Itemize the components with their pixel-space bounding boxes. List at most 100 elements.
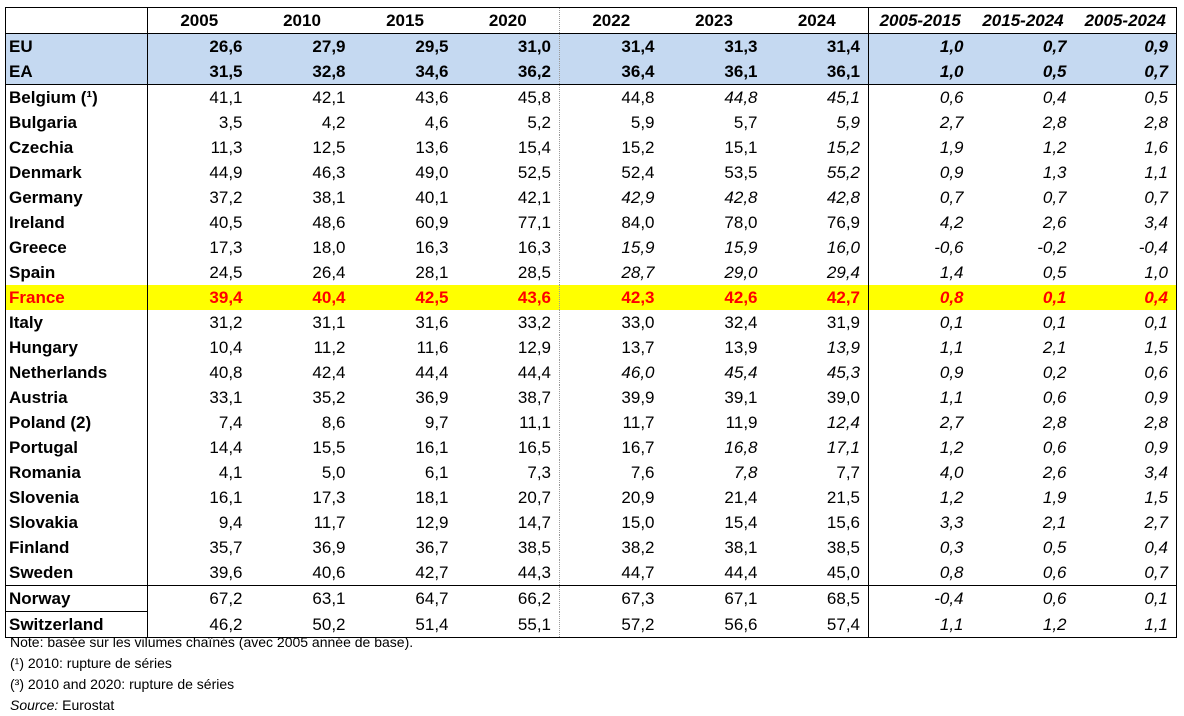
source-line: Source: Eurostat: [10, 695, 413, 716]
growth-value-cell: 0,7: [1074, 185, 1177, 210]
year-value-cell: 16,8: [724, 438, 758, 457]
year-value-cell: 26,4: [312, 263, 346, 282]
year-value-cell: 16,1: [209, 488, 243, 507]
year-value-cell: 16,5: [517, 438, 551, 457]
year-value-cell: 38,2: [559, 535, 663, 560]
year-value-cell: 12,4: [826, 413, 860, 432]
country-cell: Greece: [5, 235, 148, 260]
growth-value-cell: 0,1: [1074, 310, 1177, 335]
growth-value-cell: 2,1: [1042, 338, 1067, 357]
growth-value-cell: 0,6: [971, 560, 1075, 586]
country-cell: Slovenia: [5, 485, 148, 510]
growth-value-cell: 0,9: [1074, 385, 1177, 410]
growth-value-cell: 2,7: [868, 410, 972, 435]
year-value-cell: 13,6: [415, 138, 449, 157]
growth-value-cell: 1,3: [1042, 163, 1067, 182]
year-value-cell: 36,1: [662, 59, 766, 85]
table-row: Romania 4,1 5,0 6,1 7,3 7,6 7,8 7,7 4,0 2,6 3,4: [5, 460, 1177, 485]
table-row: Italy 31,2 31,1 31,6 33,2 33,0 32,4 31,9 0,1 0,1 0…: [5, 310, 1177, 335]
year-value-cell: 15,4: [724, 513, 758, 532]
growth-value-cell: 0,4: [1074, 285, 1177, 310]
year-value-cell: 46,0: [559, 360, 663, 385]
country-cell: Austria: [5, 385, 148, 410]
year-value-cell: 15,4: [517, 138, 551, 157]
year-value-cell: 36,7: [415, 538, 449, 557]
growth-value-cell: -0,4: [868, 585, 972, 612]
year-value-cell: 4,6: [424, 113, 449, 132]
year-value-cell: 5,9: [836, 113, 860, 132]
year-value-cell: 39,0: [826, 388, 860, 407]
growth-value-cell: 0,8: [868, 285, 972, 310]
year-value-cell: 17,3: [312, 488, 346, 507]
year-value-cell: 40,4: [250, 285, 354, 310]
year-value-cell: 42,3: [559, 285, 663, 310]
year-value-cell: 37,2: [209, 188, 243, 207]
year-value-cell: 11,3: [210, 138, 243, 157]
year-value-cell: 13,7: [559, 335, 663, 360]
growth-value-cell: 1,1: [868, 611, 972, 638]
year-value-cell: 5,7: [733, 113, 758, 132]
year-value-cell: 67,1: [724, 589, 758, 609]
year-value-cell: 42,4: [312, 363, 346, 382]
growth-value-cell: -0,6: [868, 235, 972, 260]
table-row: France 39,4 40,4 42,5 43,6 42,3 42,6 42,7 0,8 0,1…: [5, 285, 1177, 310]
growth-value-cell: 0,4: [1074, 535, 1177, 560]
growth-value-cell: 2,7: [868, 110, 972, 135]
year-value-cell: 40,5: [209, 213, 243, 232]
year-value-cell: 57,2: [559, 611, 663, 638]
year-value-cell: 44,8: [559, 84, 663, 110]
source-label: Source:: [10, 697, 59, 713]
year-value-cell: 67,2: [209, 589, 243, 609]
year-value-cell: 55,1: [456, 611, 560, 638]
growth-value-cell: 2,7: [1074, 510, 1177, 535]
year-value-cell: 13,9: [724, 338, 758, 357]
table-row: Bulgaria 3,5 4,2 4,6 5,2 5,9 5,7 5,9 2,7 2,8 2,8: [5, 110, 1177, 135]
country-cell: Czechia: [5, 135, 148, 160]
country-cell: EU: [5, 33, 148, 59]
year-value-cell: 4,2: [321, 113, 346, 132]
year-value-cell: 42,1: [517, 188, 551, 207]
year-value-cell: 28,1: [415, 263, 449, 282]
year-value-cell: 36,9: [415, 388, 449, 407]
growth-value-cell: 0,1: [971, 285, 1075, 310]
growth-value-cell: 0,6: [1042, 589, 1067, 609]
growth-value-cell: 1,6: [1074, 135, 1177, 160]
growth-value-cell: -0,4: [1074, 235, 1177, 260]
year-value-cell: 55,2: [826, 163, 860, 182]
year-value-cell: 4,1: [218, 463, 243, 482]
growth-value-cell: 1,1: [868, 335, 972, 360]
growth-value-cell: 1,9: [1042, 488, 1067, 507]
year-value-cell: 38,1: [724, 538, 758, 557]
year-value-cell: 66,2: [517, 589, 551, 609]
growth-value-cell: 3,3: [868, 510, 972, 535]
year-value-cell: 5,0: [321, 463, 346, 482]
table-row: Denmark 44,9 46,3 49,0 52,5 52,4 53,5 55,2 0,9 1,…: [5, 160, 1177, 185]
year-value-cell: 34,6: [353, 59, 457, 85]
note-text: Note: basée sur les vilumes chaînés (ave…: [10, 634, 414, 650]
growth-value-cell: 0,5: [1042, 263, 1067, 282]
growth-value-cell: 0,9: [1074, 435, 1177, 460]
year-value-cell: 31,0: [456, 33, 560, 59]
year-value-cell: 53,5: [724, 163, 758, 182]
data-table: 2005 2010 2015 2020 2022 2023 2024 2005-…: [5, 7, 1177, 638]
year-value-cell: 44,4: [415, 363, 449, 382]
year-value-cell: 28,7: [559, 260, 663, 285]
data-table-container: 2005 2010 2015 2020 2022 2023 2024 2005-…: [5, 7, 1177, 638]
country-cell: EA: [5, 59, 148, 85]
growth-value-cell: 2,6: [1042, 463, 1067, 482]
year-value-cell: 7,7: [836, 463, 860, 482]
year-value-cell: 29,5: [353, 33, 457, 59]
year-value-cell: 45,3: [826, 363, 860, 382]
growth-value-cell: 3,4: [1074, 210, 1177, 235]
year-value-cell: 9,7: [424, 413, 449, 432]
growth-value-cell: 0,6: [1074, 360, 1177, 385]
year-value-cell: 51,4: [353, 611, 457, 638]
table-row: Belgium (¹) 41,1 42,1 43,6 45,8 44,8 44,8 45,1 0…: [5, 84, 1177, 110]
header-period: 2005-2015: [868, 7, 972, 34]
year-value-cell: 24,5: [209, 263, 243, 282]
year-value-cell: 42,5: [353, 285, 457, 310]
growth-value-cell: 0,9: [1074, 33, 1177, 59]
year-value-cell: 49,0: [415, 163, 449, 182]
growth-value-cell: 1,2: [868, 485, 972, 510]
year-value-cell: 11,7: [313, 513, 346, 532]
